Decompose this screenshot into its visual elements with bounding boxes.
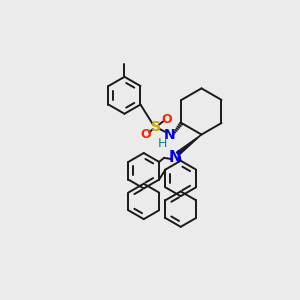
Polygon shape	[176, 135, 202, 155]
Text: H: H	[158, 136, 167, 149]
Text: O: O	[140, 128, 151, 141]
Text: N: N	[169, 150, 182, 165]
Text: N: N	[164, 128, 176, 142]
Text: O: O	[161, 113, 172, 126]
Text: S: S	[151, 120, 161, 134]
